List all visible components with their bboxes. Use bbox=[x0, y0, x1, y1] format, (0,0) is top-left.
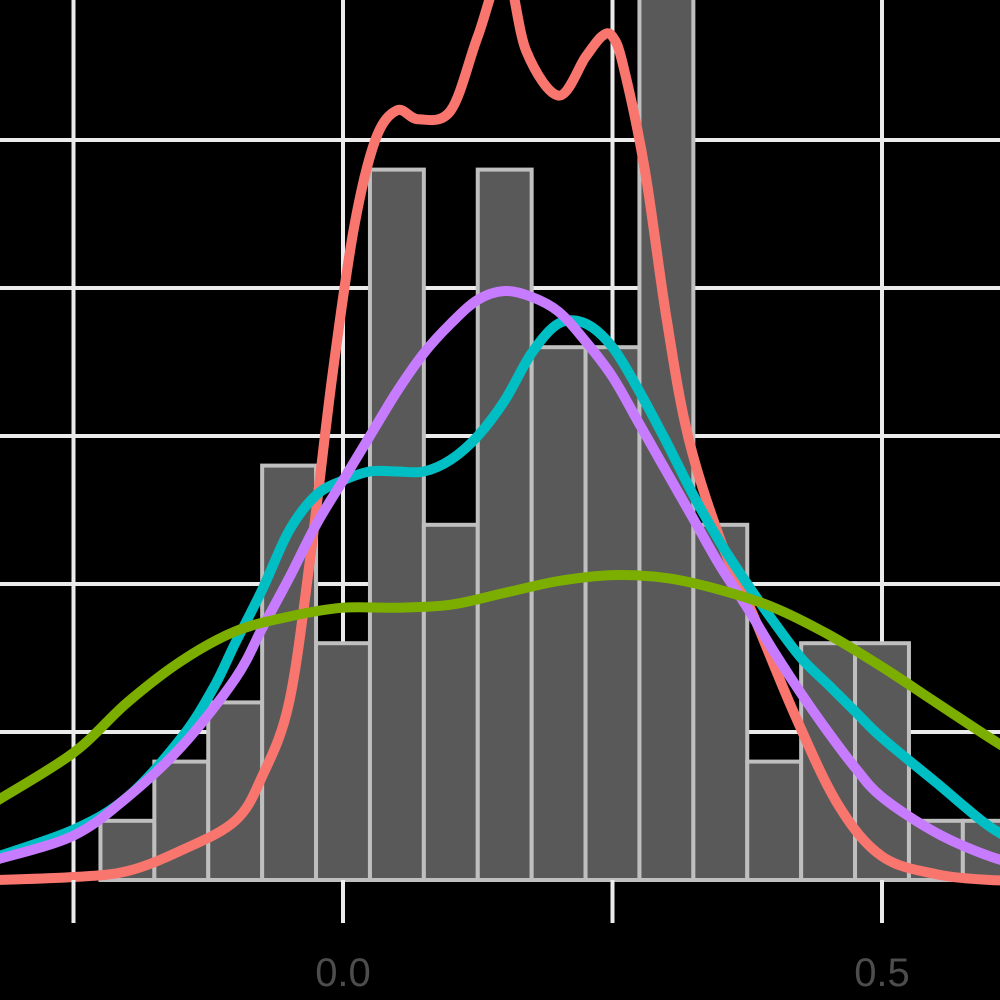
x-axis-tick-labels: 0.0 0.5 bbox=[315, 951, 910, 995]
histogram-bar-9 bbox=[583, 345, 642, 882]
histogram-bar-4 bbox=[314, 641, 372, 883]
density-line-2 bbox=[0, 285, 1000, 865]
histogram-bar-7 bbox=[475, 167, 534, 883]
density-line-1 bbox=[0, 315, 1000, 861]
histogram-bar-8 bbox=[529, 345, 588, 882]
density-line-3 bbox=[0, 569, 1000, 805]
density-curves bbox=[0, 0, 1000, 886]
x-axis-ticks bbox=[71, 880, 884, 923]
histogram-bar-1 bbox=[152, 759, 211, 882]
x-tick-label-3: 0.5 bbox=[854, 951, 910, 995]
x-tick-label-1: 0.0 bbox=[315, 951, 371, 995]
histogram-bar-12 bbox=[745, 759, 804, 882]
histogram-bar-5 bbox=[367, 167, 426, 883]
histogram-bar-6 bbox=[421, 522, 480, 882]
